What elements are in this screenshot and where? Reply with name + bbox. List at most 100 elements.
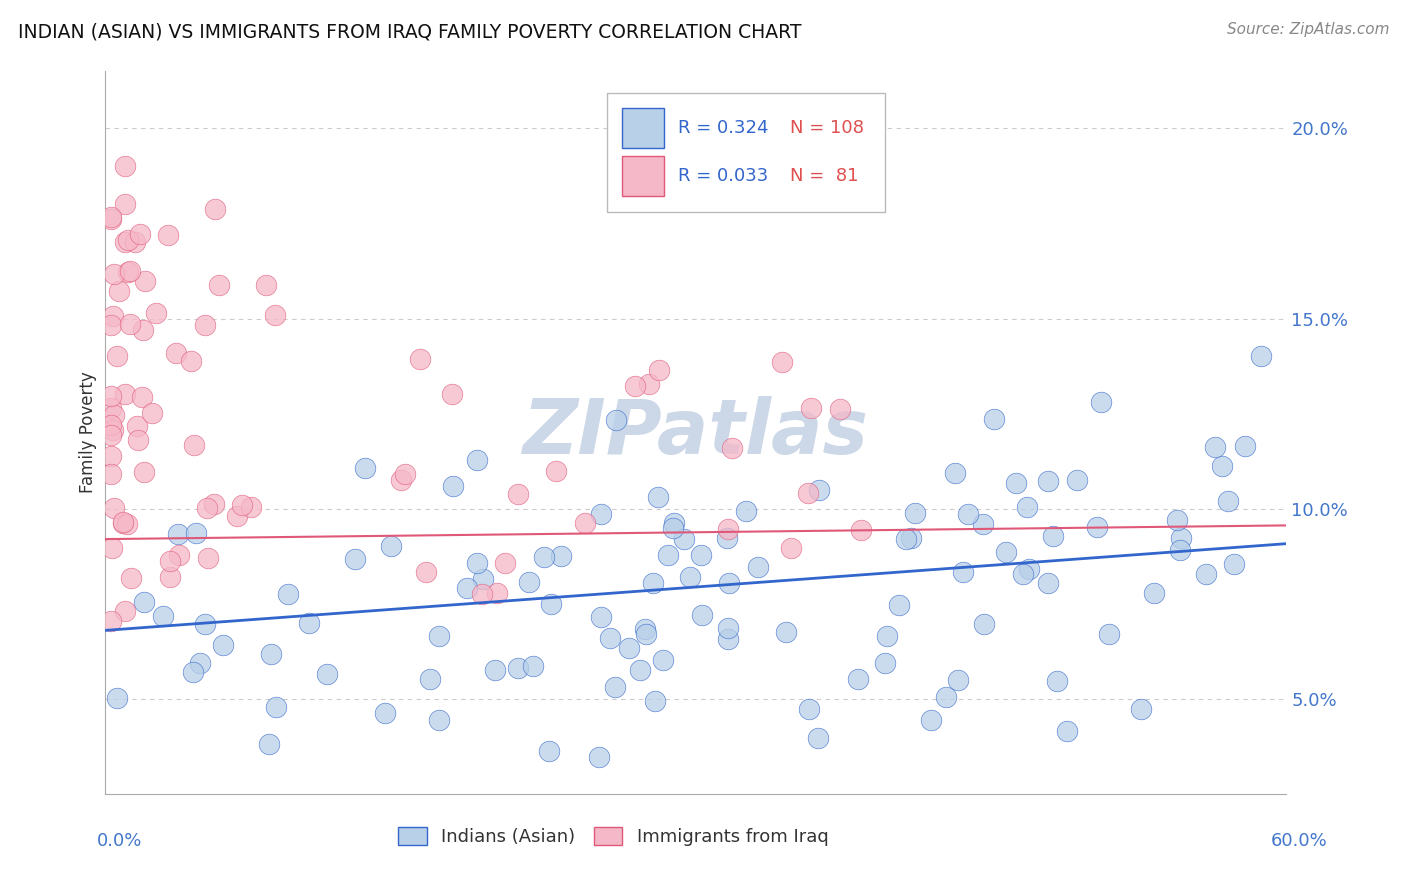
Point bbox=[120, 570, 142, 584]
Point bbox=[100, 418, 122, 433]
Point bbox=[194, 318, 217, 332]
Point bbox=[972, 517, 994, 532]
Text: ZIPatlas: ZIPatlas bbox=[523, 396, 869, 469]
Point bbox=[117, 234, 139, 248]
Point bbox=[120, 317, 142, 331]
Point bbox=[114, 160, 136, 174]
Point bbox=[105, 691, 128, 706]
Point bbox=[118, 264, 141, 278]
Point bbox=[935, 690, 957, 705]
Point bbox=[983, 412, 1005, 426]
Point bbox=[103, 500, 125, 515]
FancyBboxPatch shape bbox=[621, 108, 664, 147]
Point bbox=[506, 661, 529, 675]
Point bbox=[127, 433, 149, 447]
Point bbox=[100, 212, 122, 227]
Point bbox=[103, 268, 125, 282]
Point bbox=[415, 565, 437, 579]
Point bbox=[1129, 702, 1152, 716]
Point bbox=[1168, 542, 1191, 557]
Point bbox=[202, 497, 225, 511]
Point bbox=[1090, 394, 1112, 409]
Text: R = 0.324: R = 0.324 bbox=[678, 119, 769, 136]
Point bbox=[638, 377, 661, 392]
Point bbox=[647, 490, 669, 504]
Point bbox=[456, 581, 478, 595]
Point bbox=[226, 508, 249, 523]
Point bbox=[1216, 493, 1239, 508]
Point bbox=[100, 389, 122, 403]
Point bbox=[100, 541, 122, 555]
Point bbox=[634, 627, 657, 641]
Point bbox=[657, 548, 679, 562]
Point bbox=[103, 408, 125, 422]
Point bbox=[114, 235, 136, 250]
Point bbox=[1018, 562, 1040, 576]
Point bbox=[180, 354, 202, 368]
Point bbox=[134, 273, 156, 287]
Point bbox=[920, 713, 942, 727]
Point bbox=[159, 554, 181, 568]
Point bbox=[1211, 459, 1233, 474]
Point bbox=[690, 608, 713, 623]
Legend: Indians (Asian), Immigrants from Iraq: Indians (Asian), Immigrants from Iraq bbox=[391, 821, 835, 854]
Point bbox=[389, 473, 412, 487]
Point bbox=[775, 625, 797, 640]
Point bbox=[1042, 529, 1064, 543]
Point bbox=[717, 522, 740, 536]
Point bbox=[599, 631, 621, 645]
Point bbox=[484, 663, 506, 677]
Point bbox=[679, 569, 702, 583]
Point bbox=[114, 387, 136, 401]
Point bbox=[131, 323, 153, 337]
Point bbox=[440, 387, 463, 401]
Point bbox=[465, 556, 488, 570]
Point bbox=[887, 598, 910, 612]
Point bbox=[298, 615, 321, 630]
Point bbox=[134, 595, 156, 609]
Point bbox=[1223, 557, 1246, 571]
Point bbox=[257, 737, 280, 751]
Point bbox=[770, 354, 793, 368]
Point bbox=[1166, 513, 1188, 527]
Point bbox=[747, 560, 769, 574]
Point bbox=[1234, 439, 1257, 453]
Point bbox=[1098, 627, 1121, 641]
Point bbox=[1204, 440, 1226, 454]
Point bbox=[315, 666, 337, 681]
Point bbox=[419, 672, 441, 686]
Text: N = 108: N = 108 bbox=[790, 119, 865, 136]
Point bbox=[664, 516, 686, 531]
Point bbox=[540, 597, 562, 611]
Point bbox=[264, 700, 287, 714]
Point bbox=[114, 197, 136, 211]
Point bbox=[1036, 474, 1059, 488]
Point bbox=[101, 309, 124, 323]
Point bbox=[254, 277, 277, 292]
Point bbox=[973, 617, 995, 632]
Point bbox=[105, 349, 128, 363]
Point bbox=[546, 464, 568, 478]
Point bbox=[264, 309, 287, 323]
Point bbox=[354, 460, 377, 475]
Point bbox=[1170, 531, 1192, 545]
Point bbox=[111, 515, 134, 529]
Point bbox=[943, 466, 966, 480]
Point bbox=[486, 586, 509, 600]
Point bbox=[1143, 586, 1166, 600]
Point bbox=[129, 227, 152, 242]
Point bbox=[277, 587, 299, 601]
Point bbox=[995, 545, 1018, 559]
Point bbox=[124, 235, 146, 250]
Point bbox=[166, 526, 188, 541]
Point bbox=[100, 467, 122, 481]
Point bbox=[875, 657, 897, 671]
FancyBboxPatch shape bbox=[621, 156, 664, 196]
Text: R = 0.033: R = 0.033 bbox=[678, 167, 769, 186]
Point bbox=[131, 390, 153, 404]
FancyBboxPatch shape bbox=[607, 93, 884, 212]
Point bbox=[517, 574, 540, 589]
Point bbox=[188, 656, 211, 670]
Point bbox=[1066, 474, 1088, 488]
Point bbox=[100, 318, 122, 332]
